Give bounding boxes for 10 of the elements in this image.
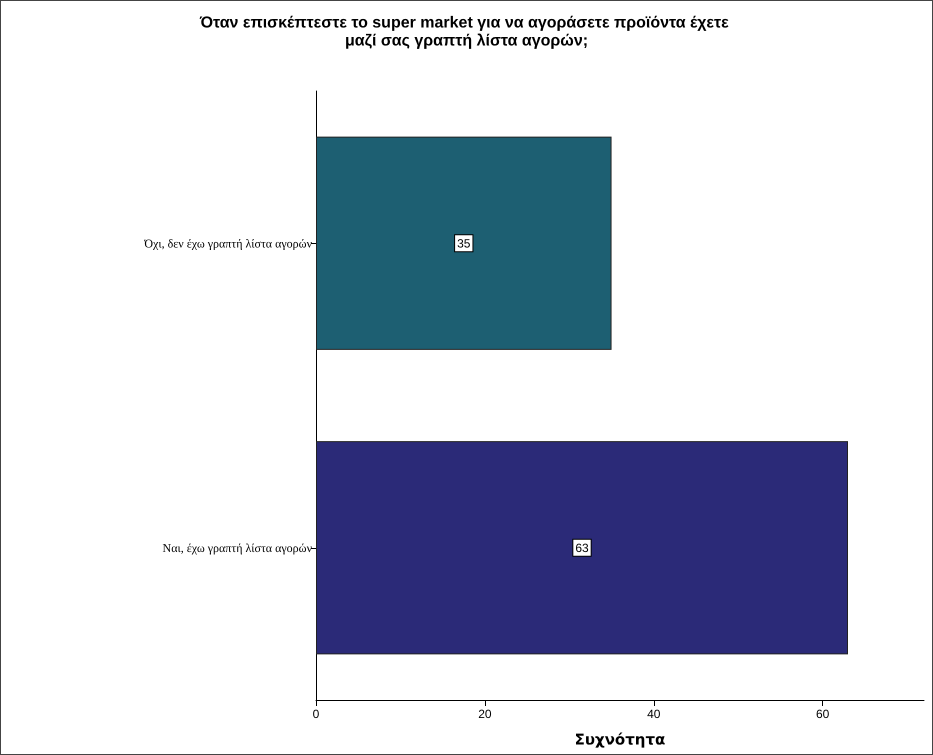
x-tick-label: 20	[478, 707, 492, 721]
y-tick-label: Ναι, έχω γραπτή λίστα αγορών	[162, 540, 313, 555]
data-label: 63	[575, 540, 589, 555]
x-tick-label: 40	[647, 707, 661, 721]
data-label: 35	[457, 236, 471, 250]
chart-title: Όταν επισκέπτεστε το super market για να αγοράσετε προϊόντα έχετε μαζί σας γραπτή λίστα αγορών;	[198, 14, 734, 50]
y-tick-label: Όχι, δεν έχω γραπτή λίστα αγορών	[143, 236, 313, 250]
x-tick-label: 60	[816, 707, 830, 721]
x-axis-title: Συχνότητα	[574, 730, 666, 748]
x-tick-label: 0	[312, 707, 320, 721]
